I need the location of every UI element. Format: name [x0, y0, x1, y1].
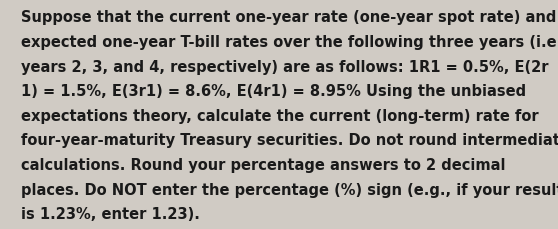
Text: calculations. Round your percentage answers to 2 decimal: calculations. Round your percentage answ…: [21, 157, 506, 172]
Text: is 1.23%, enter 1.23).: is 1.23%, enter 1.23).: [21, 206, 200, 221]
Text: expectations theory, calculate the current (long-term) rate for: expectations theory, calculate the curre…: [21, 108, 539, 123]
Text: expected one-year T-bill rates over the following three years (i.e.,: expected one-year T-bill rates over the …: [21, 35, 558, 50]
Text: four-year-maturity Treasury securities. Do not round intermediate: four-year-maturity Treasury securities. …: [21, 133, 558, 148]
Text: years 2, 3, and 4, respectively) are as follows: 1R1 = 0.5%, E(2r: years 2, 3, and 4, respectively) are as …: [21, 59, 549, 74]
Text: places. Do NOT enter the percentage (%) sign (e.g., if your result: places. Do NOT enter the percentage (%) …: [21, 182, 558, 197]
Text: 1) = 1.5%, E(3r1) = 8.6%, E(4r1) = 8.95% Using the unbiased: 1) = 1.5%, E(3r1) = 8.6%, E(4r1) = 8.95%…: [21, 84, 526, 99]
Text: Suppose that the current one-year rate (one-year spot rate) and: Suppose that the current one-year rate (…: [21, 10, 556, 25]
